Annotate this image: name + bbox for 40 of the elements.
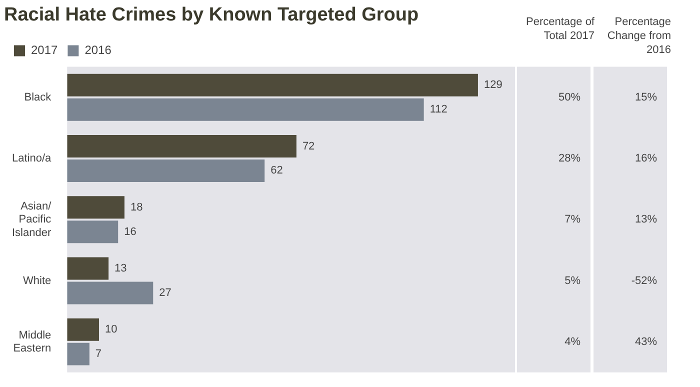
text: 15%	[634, 91, 658, 104]
text: 50%	[558, 91, 581, 104]
legend-label: 2016	[84, 43, 112, 58]
text: 43%	[634, 336, 658, 348]
data-label: 129	[484, 79, 502, 92]
y-tick-label: White	[23, 274, 52, 287]
data-label: 10	[104, 324, 118, 336]
chart-title: Racial Hate Crimes by Known Targeted Group	[4, 4, 419, 26]
y-tick-label: Latino/a	[12, 152, 52, 165]
y-tick-label: Black	[24, 91, 52, 104]
bar	[67, 282, 154, 304]
legend-label: 2017	[31, 43, 58, 58]
text: Percentage of Total 2017	[526, 16, 596, 42]
text: -52%	[631, 274, 658, 287]
y-tick-label: Asian/ Pacific Islander	[12, 200, 52, 239]
bar	[67, 196, 124, 219]
data-label: 27	[159, 286, 172, 299]
bar	[67, 159, 265, 182]
data-label: 18	[130, 201, 143, 214]
data-label: 7	[95, 348, 102, 360]
text: 16%	[634, 152, 658, 165]
y-tick-label: Middle Eastern	[13, 329, 52, 354]
bar	[67, 220, 118, 244]
data-label: 13	[114, 262, 127, 275]
bar	[67, 98, 424, 121]
bar	[67, 74, 478, 96]
text: 13%	[634, 214, 658, 226]
bar	[67, 318, 99, 341]
data-label: 112	[430, 104, 448, 116]
text: 4%	[564, 336, 581, 348]
text: 7%	[564, 214, 581, 226]
data-label: 62	[270, 164, 283, 177]
text: 5%	[564, 274, 581, 287]
text: 28%	[558, 152, 581, 165]
data-label: 16	[124, 226, 136, 238]
bar	[67, 135, 296, 158]
text: Percentage Change from 2016	[607, 16, 671, 56]
bar	[67, 257, 109, 280]
data-label: 72	[302, 140, 315, 152]
bar	[67, 342, 90, 366]
